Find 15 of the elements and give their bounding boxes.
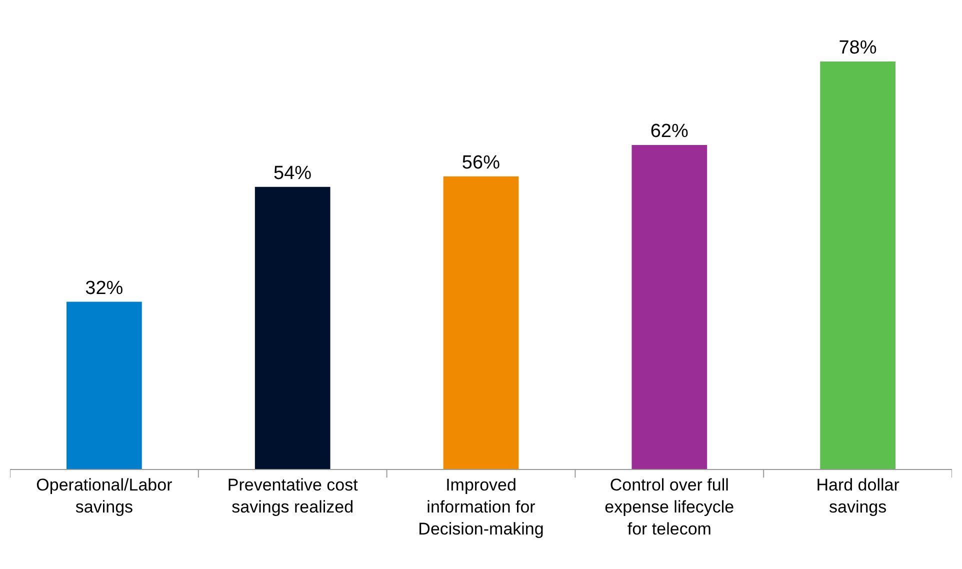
bar	[443, 176, 519, 469]
data-label: 54%	[274, 162, 312, 184]
bar	[66, 302, 142, 469]
x-tick-label: Improved information for Decision-making	[418, 475, 544, 539]
data-label: 62%	[650, 121, 688, 142]
bar	[254, 186, 330, 469]
bar	[820, 61, 896, 469]
bar	[632, 145, 708, 469]
x-tick-label: Preventative cost savings realized	[227, 475, 358, 516]
x-tick-label: Hard dollar savings	[816, 475, 900, 516]
x-tick-label: Operational/Labor savings	[36, 475, 173, 516]
data-label: 56%	[462, 152, 500, 174]
data-label: 32%	[85, 278, 124, 299]
x-tick-label: Control over full expense lifecycle for telecom	[604, 475, 734, 539]
data-label: 78%	[838, 37, 877, 58]
